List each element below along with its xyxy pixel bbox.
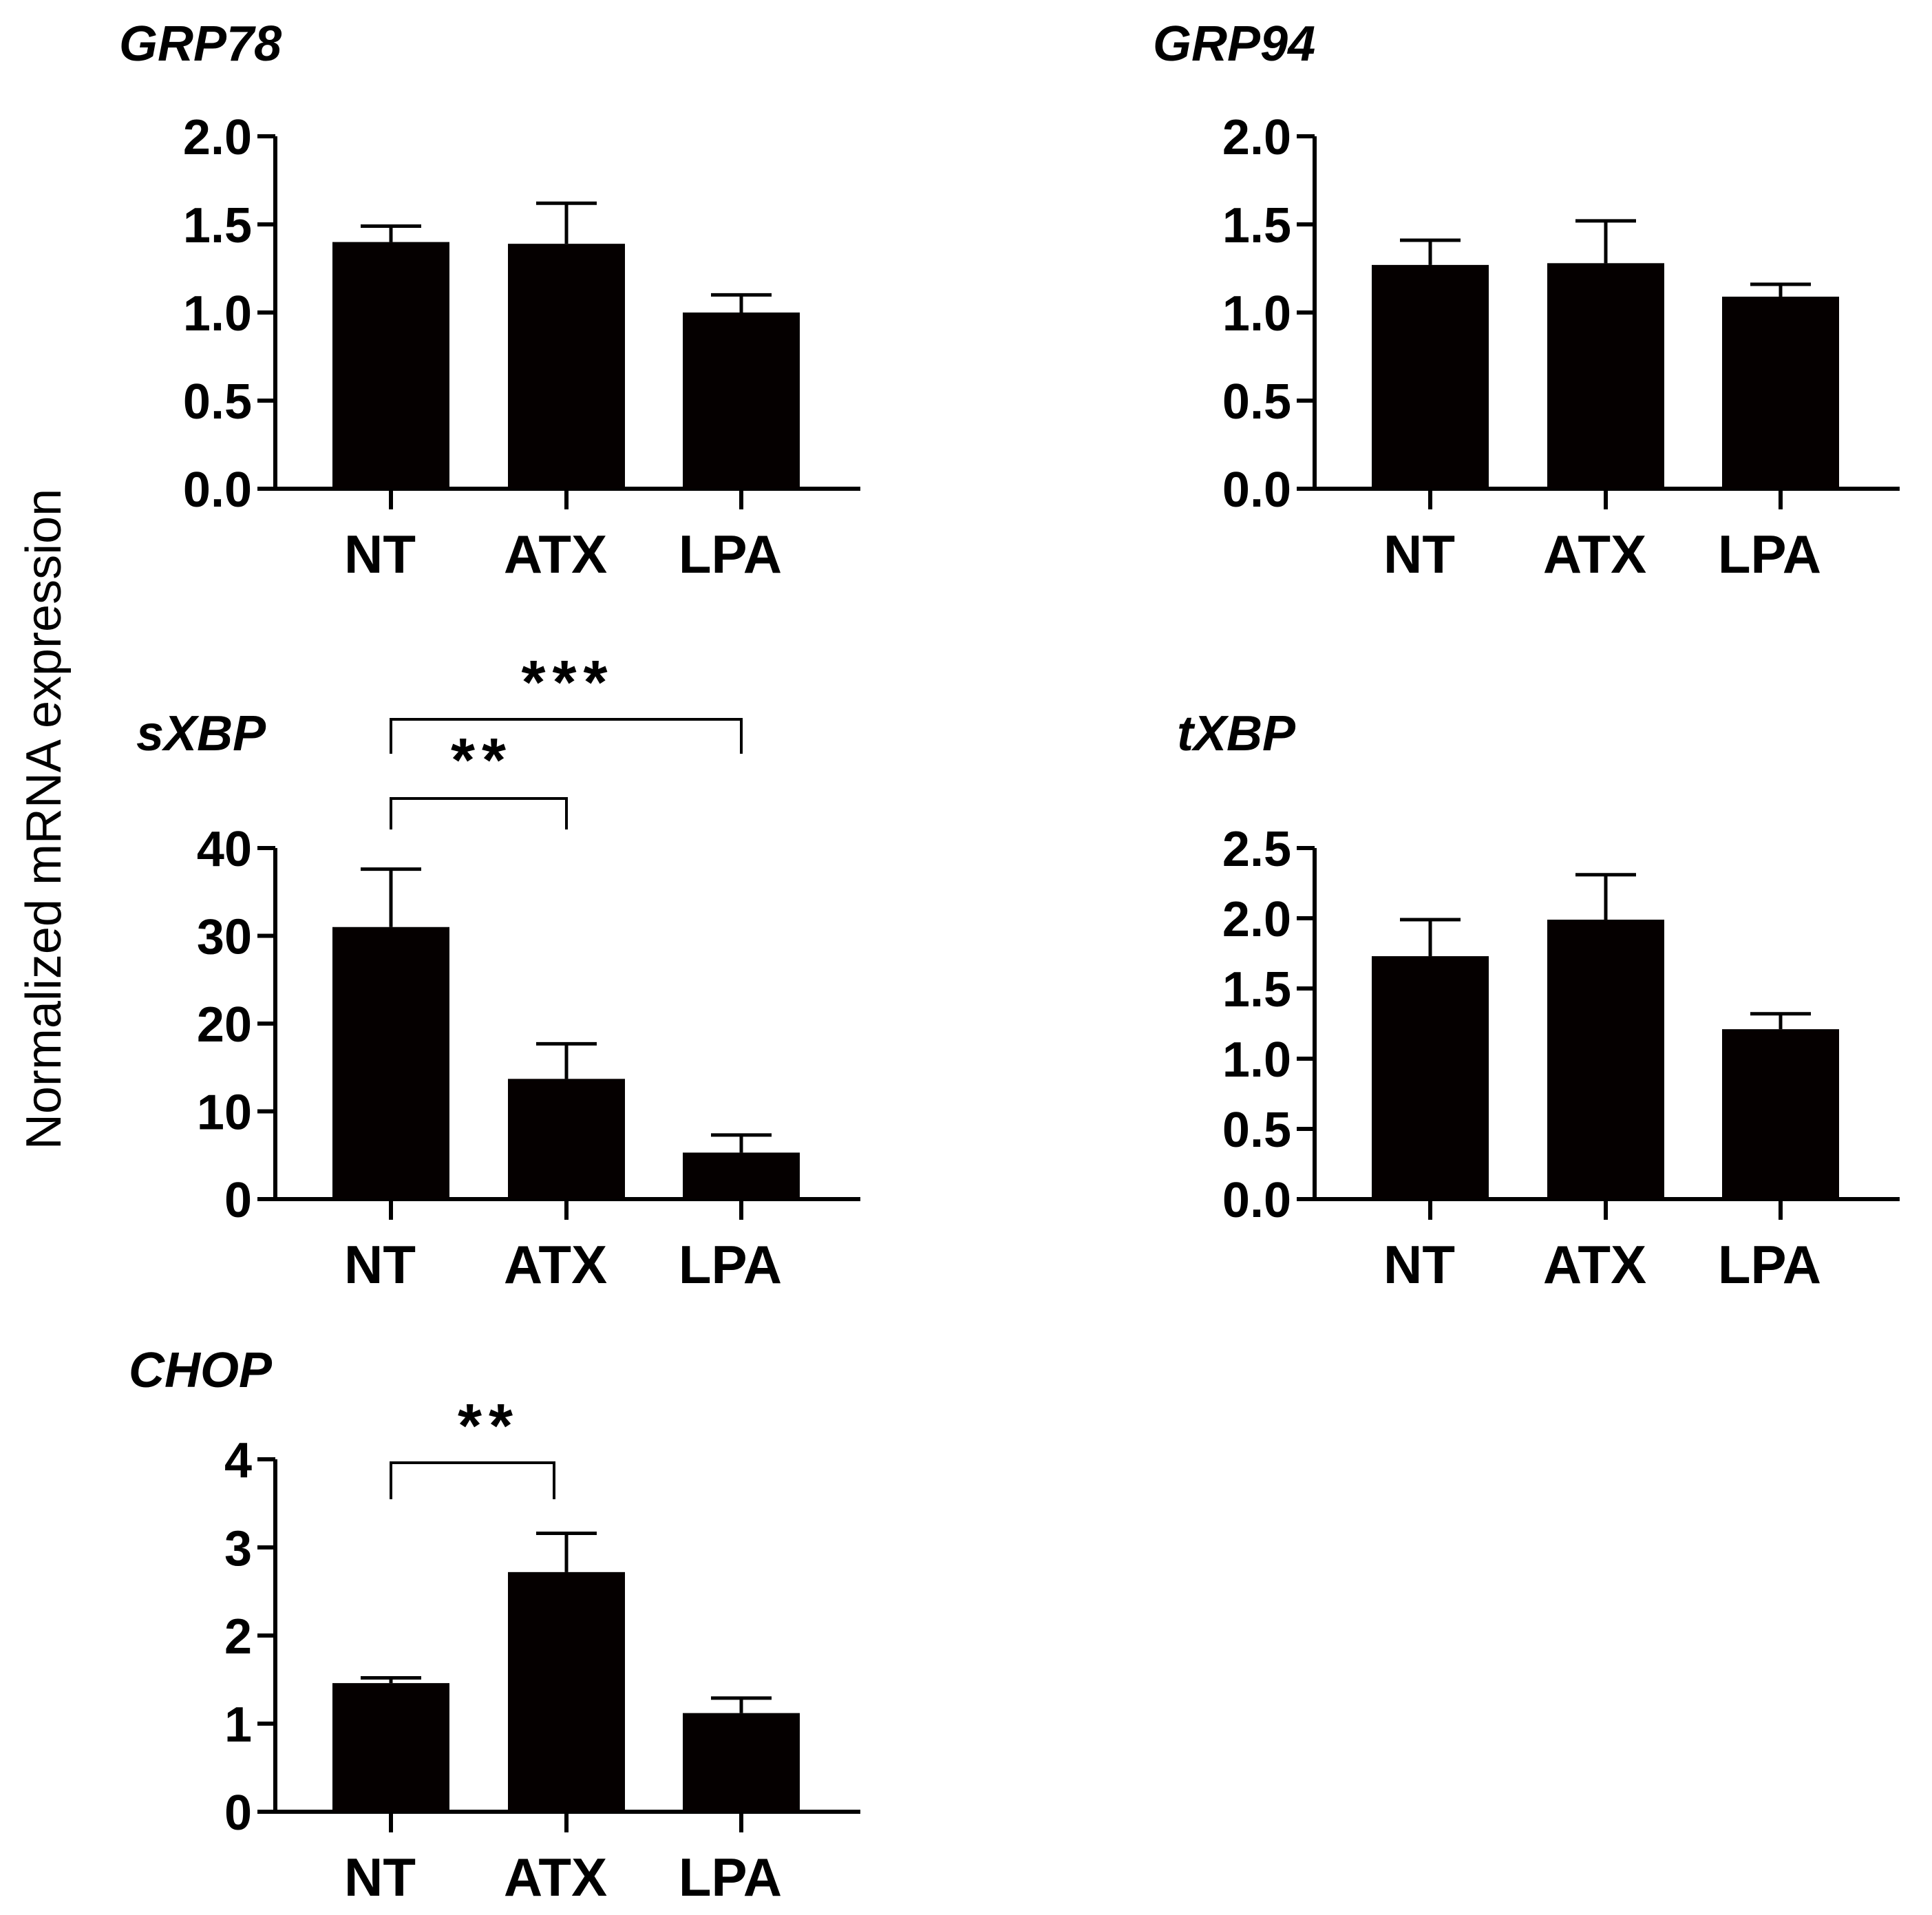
y-tick-label: 0 — [224, 1786, 252, 1841]
chart-panel-txbp: tXBP 0.0 0.5 1.0 1.5 2.0 2.5 NT ATX LPA — [1177, 706, 1900, 1295]
y-tick-label: 2.0 — [1222, 110, 1291, 165]
bar-nt — [332, 1683, 449, 1812]
y-tick-label: 2 — [224, 1609, 252, 1664]
y-tick-label: 40 — [197, 822, 252, 877]
panel-title: GRP94 — [1153, 17, 1315, 72]
x-tick-label-atx: ATX — [1543, 1234, 1646, 1295]
y-tick-label: 1.5 — [183, 198, 252, 253]
x-tick-label-lpa: LPA — [1718, 524, 1821, 584]
y-tick-label: 2.0 — [183, 110, 252, 165]
bar-lpa — [1722, 296, 1839, 489]
bar-atx — [1547, 920, 1664, 1199]
y-tick-label: 0.0 — [1222, 463, 1291, 518]
x-tick-label-lpa: LPA — [679, 524, 782, 584]
bar-nt — [1372, 956, 1489, 1199]
panel-title: sXBP — [136, 706, 266, 761]
bar-atx — [1547, 263, 1664, 489]
x-tick-label-nt: NT — [1383, 524, 1455, 584]
y-tick-label: 1.5 — [1222, 198, 1291, 253]
y-tick-label: 0.5 — [1222, 374, 1291, 430]
significance-label: ** — [451, 726, 513, 795]
x-tick-label-nt: NT — [1383, 1234, 1455, 1295]
x-tick-label-atx: ATX — [504, 1234, 607, 1295]
bar-atx — [508, 244, 625, 489]
y-tick-label: 1.0 — [1222, 1033, 1291, 1088]
chart-panel-grp78: GRP78 0.0 0.5 1.0 1.5 2.0 NT ATX LPA — [119, 17, 860, 584]
significance-bracket — [390, 1461, 555, 1499]
bar-lpa — [1722, 1029, 1839, 1199]
panel-title: CHOP — [129, 1343, 273, 1398]
panel-title: tXBP — [1177, 706, 1296, 761]
y-tick-label: 10 — [197, 1086, 252, 1141]
x-tick-label-atx: ATX — [504, 1847, 607, 1907]
bar-lpa — [683, 1713, 800, 1812]
y-tick-label: 0.0 — [1222, 1173, 1291, 1228]
y-tick-label: 1.0 — [1222, 286, 1291, 341]
y-tick-label: 2.5 — [1222, 822, 1291, 877]
significance-label: ** — [458, 1392, 520, 1461]
y-tick-label: 1.5 — [1222, 962, 1291, 1017]
y-tick-label: 0.5 — [1222, 1103, 1291, 1158]
x-tick-label-nt: NT — [344, 1234, 416, 1295]
significance-bracket — [390, 718, 743, 754]
y-tick-label: 4 — [224, 1433, 252, 1488]
x-tick-label-lpa: LPA — [679, 1234, 782, 1295]
y-tick-label: 0 — [224, 1173, 252, 1228]
y-tick-label: 3 — [224, 1521, 252, 1576]
y-tick-label: 30 — [197, 910, 252, 965]
panel-title: GRP78 — [119, 17, 282, 72]
bar-nt — [1372, 264, 1489, 489]
y-tick-label: 1.0 — [183, 286, 252, 341]
shared-y-axis-label: Normalized mRNA expression — [17, 489, 72, 1150]
bar-atx — [508, 1572, 625, 1812]
bar-atx — [508, 1079, 625, 1199]
bar-lpa — [683, 1152, 800, 1199]
chart-panel-grp94: GRP94 0.0 0.5 1.0 1.5 2.0 NT ATX LPA — [1153, 17, 1900, 584]
significance-label: *** — [521, 648, 614, 717]
bar-lpa — [683, 313, 800, 489]
x-tick-label-nt: NT — [344, 1847, 416, 1907]
y-tick-label: 1 — [224, 1697, 252, 1753]
y-tick-label: 0.5 — [183, 374, 252, 430]
x-tick-label-atx: ATX — [504, 524, 607, 584]
y-tick-label: 20 — [197, 997, 252, 1052]
significance-bracket — [390, 797, 568, 829]
bar-nt — [332, 242, 449, 489]
x-tick-label-atx: ATX — [1543, 524, 1646, 584]
x-tick-label-nt: NT — [344, 524, 416, 584]
bar-nt — [332, 927, 449, 1199]
x-tick-label-lpa: LPA — [679, 1847, 782, 1907]
y-tick-label: 0.0 — [183, 463, 252, 518]
chart-panel-sxbp: sXBP 0 10 20 30 40 NT ATX LPA ***** — [136, 648, 860, 1295]
chart-panel-chop: CHOP 0 1 2 3 4 NT ATX LPA ** — [129, 1343, 860, 1907]
x-tick-label-lpa: LPA — [1718, 1234, 1821, 1295]
y-tick-label: 2.0 — [1222, 892, 1291, 947]
